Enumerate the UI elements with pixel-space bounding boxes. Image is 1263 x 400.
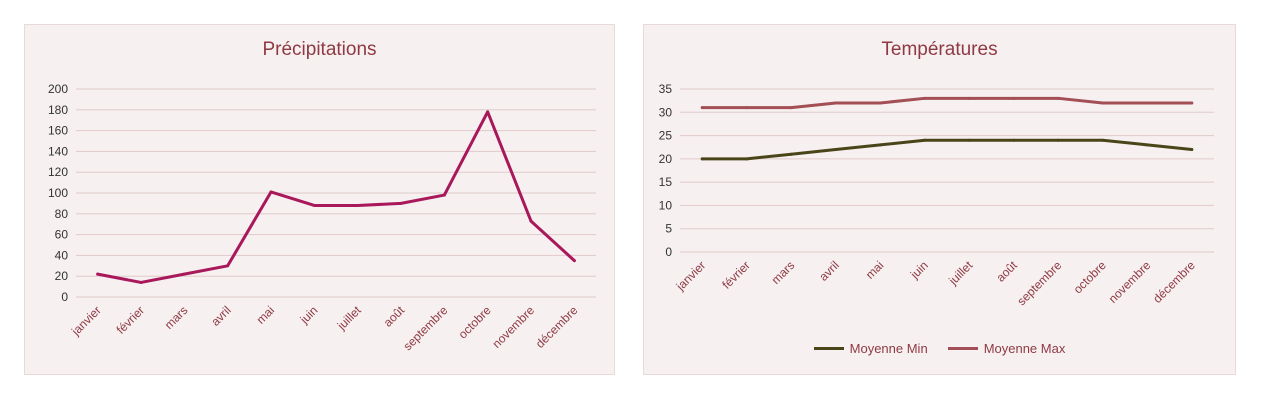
- x-tick-label: juin: [297, 303, 321, 327]
- data-point: [529, 219, 533, 223]
- y-tick-label: 0: [61, 290, 68, 304]
- data-point: [789, 106, 793, 110]
- data-point: [923, 138, 927, 142]
- x-tick-label: mars: [769, 258, 798, 287]
- data-point: [878, 101, 882, 105]
- data-point: [1012, 138, 1016, 142]
- temperature-chart-title: Températures: [881, 39, 998, 60]
- y-tick-label: 5: [665, 222, 672, 236]
- precipitation-chart: 0 20 40 60 80 100 120 140 160 180 200 janvier févrie…: [48, 82, 596, 353]
- y-tick-label: 140: [48, 144, 68, 158]
- x-tick-label: août: [993, 258, 1020, 285]
- series-line-0: [700, 138, 1194, 161]
- x-tick-label: juillet: [945, 258, 975, 288]
- data-point: [1145, 101, 1149, 105]
- data-point: [745, 106, 749, 110]
- legend-swatch-min: [813, 347, 844, 350]
- y-tick-label: 20: [659, 152, 673, 166]
- y-tick-label: 0: [665, 245, 672, 259]
- y-tick-label: 60: [55, 228, 69, 242]
- x-tick-label: février: [114, 303, 147, 336]
- y-tick-label: 100: [48, 186, 68, 200]
- legend-item-min: Moyenne Min: [813, 341, 928, 356]
- x-tick-label: janvier: [68, 303, 104, 339]
- y-tick-label: 200: [48, 82, 68, 96]
- x-tick-label: juin: [907, 258, 931, 282]
- x-tick-label: avril: [816, 258, 841, 283]
- data-point: [312, 203, 316, 207]
- data-point: [1012, 96, 1016, 100]
- x-tick-label: décembre: [1150, 258, 1198, 306]
- x-tick-label: avril: [208, 303, 233, 328]
- data-point: [1190, 148, 1194, 152]
- data-point: [226, 264, 230, 268]
- data-point: [1101, 138, 1105, 142]
- y-tick-label: 80: [55, 207, 69, 221]
- x-tick-label: juillet: [334, 303, 364, 333]
- x-tick-label: novembre: [489, 303, 537, 351]
- y-tick-label: 30: [659, 105, 673, 119]
- data-point: [1145, 143, 1149, 147]
- data-point: [1056, 96, 1060, 100]
- data-point: [878, 143, 882, 147]
- data-point: [789, 152, 793, 156]
- data-point: [834, 148, 838, 152]
- data-point: [700, 106, 704, 110]
- x-tick-label: mai: [863, 258, 887, 282]
- data-point: [967, 96, 971, 100]
- data-point: [834, 101, 838, 105]
- data-point: [486, 110, 490, 114]
- y-tick-label: 120: [48, 165, 68, 179]
- y-tick-label: 160: [48, 124, 68, 138]
- data-point: [96, 272, 100, 276]
- data-point: [1056, 138, 1060, 142]
- temperature-legend: Moyenne Min Moyenne Max: [644, 341, 1235, 356]
- data-point: [399, 201, 403, 205]
- legend-label-max: Moyenne Max: [983, 341, 1066, 356]
- y-tick-label: 10: [659, 198, 673, 212]
- series-line-0: [96, 110, 576, 284]
- y-tick-label: 20: [55, 269, 69, 283]
- data-point: [1101, 101, 1105, 105]
- series-line-1: [700, 96, 1194, 110]
- legend-label-min: Moyenne Min: [849, 341, 928, 356]
- data-point: [139, 280, 143, 284]
- data-point: [356, 203, 360, 207]
- x-tick-label: mai: [254, 303, 278, 327]
- precipitation-chart-panel: 0 20 40 60 80 100 120 140 160 180 200 janvier févrie…: [24, 24, 615, 375]
- data-point: [269, 190, 273, 194]
- x-tick-label: janvier: [673, 258, 709, 294]
- data-point: [442, 193, 446, 197]
- y-tick-label: 25: [659, 129, 673, 143]
- legend-item-max: Moyenne Max: [947, 341, 1066, 356]
- x-tick-label: février: [719, 258, 752, 291]
- data-point: [745, 157, 749, 161]
- x-tick-label: octobre: [1071, 258, 1109, 296]
- data-point: [572, 259, 576, 263]
- data-point: [182, 272, 186, 276]
- x-tick-label: mars: [162, 303, 191, 332]
- y-tick-label: 15: [659, 175, 673, 189]
- data-point: [1190, 101, 1194, 105]
- data-point: [923, 96, 927, 100]
- x-tick-label: décembre: [533, 303, 581, 351]
- y-tick-label: 35: [659, 82, 673, 96]
- x-tick-label: août: [381, 303, 408, 330]
- x-tick-label: octobre: [456, 303, 494, 341]
- y-tick-label: 40: [55, 248, 69, 262]
- x-tick-label: septembre: [400, 303, 450, 353]
- temperature-chart: 0 5 10 15 20 25 30 35 janvier février mars avril mai…: [659, 82, 1214, 308]
- data-point: [700, 157, 704, 161]
- x-tick-label: novembre: [1106, 258, 1154, 306]
- data-point: [967, 138, 971, 142]
- temperature-chart-panel: 0 5 10 15 20 25 30 35 janvier février mars avril mai…: [643, 24, 1236, 375]
- y-tick-label: 180: [48, 103, 68, 117]
- x-tick-label: septembre: [1014, 258, 1064, 308]
- legend-swatch-max: [947, 347, 978, 350]
- precipitation-chart-title: Précipitations: [262, 39, 377, 60]
